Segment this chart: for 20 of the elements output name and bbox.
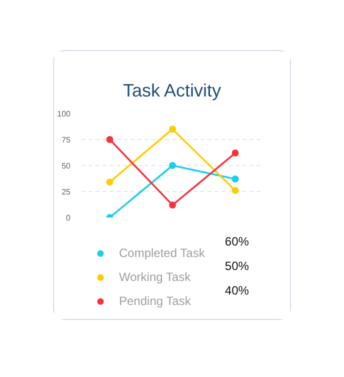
y-tick-label: 25 [62, 188, 72, 196]
point [106, 136, 114, 143]
chart-title: Task Activity [122, 80, 222, 100]
text: 50% [224, 259, 250, 273]
point [232, 150, 239, 157]
legend-label: Working Task [119, 270, 191, 284]
y-tick-label: 100 [57, 110, 72, 118]
point [232, 186, 239, 194]
y-tick-label: 0 [66, 214, 72, 222]
text: 40% [224, 284, 250, 298]
text: 60% [224, 234, 250, 248]
point [106, 178, 114, 186]
point [169, 202, 176, 209]
legend-label: Pending Task [119, 294, 191, 308]
point [169, 126, 176, 133]
y-tick-label: 50 [62, 162, 72, 170]
y-tick-label: 75 [62, 136, 72, 144]
point [169, 162, 176, 169]
point [232, 176, 239, 183]
legend-label: Completed Task [119, 246, 205, 260]
